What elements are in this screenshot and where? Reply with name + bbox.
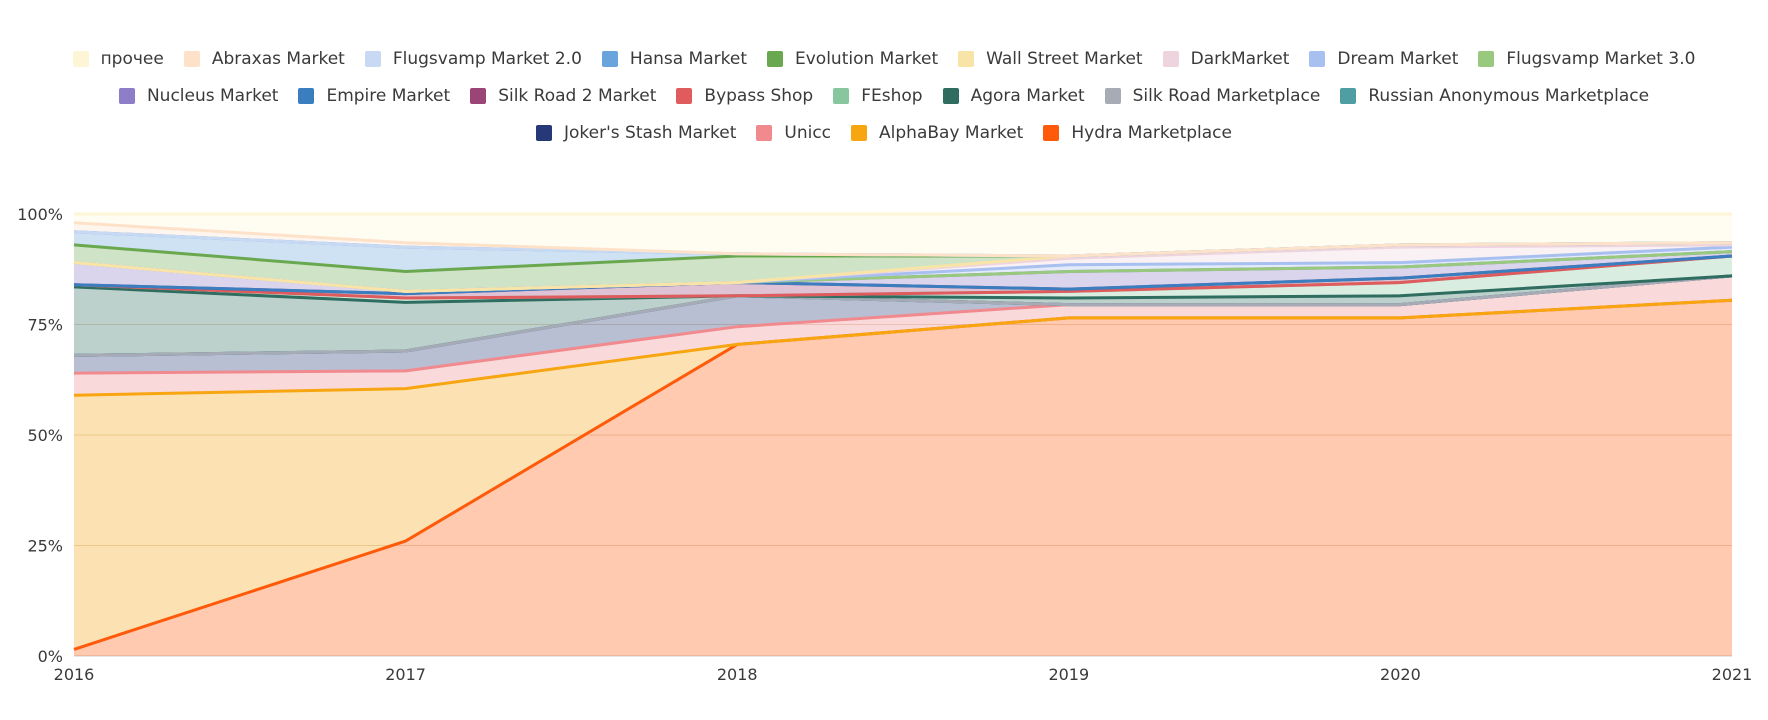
line-empire-market[interactable] — [73, 254, 1733, 296]
legend-label: Evolution Market — [795, 49, 939, 69]
legend-swatch — [470, 88, 487, 104]
y-tick-label: 25% — [27, 537, 63, 556]
x-tick-label: 2020 — [1380, 665, 1421, 684]
area-feshop[interactable] — [74, 256, 1732, 303]
area-silk-road-2-market[interactable] — [74, 256, 1732, 298]
x-axis-ticks: 2016 2017 2018 2019 2020 2021 — [54, 665, 1753, 684]
y-tick-label: 75% — [27, 316, 63, 335]
legend-label: FEshop — [861, 86, 923, 106]
area-evolution-market[interactable] — [74, 242, 1732, 292]
legend-swatch — [364, 51, 381, 67]
area-layers — [74, 214, 1732, 656]
line-abraxas-market[interactable] — [73, 221, 1733, 258]
y-tick-label: 100% — [17, 205, 63, 224]
legend-swatch — [851, 125, 868, 141]
legend-label: Empire Market — [326, 86, 451, 106]
line-bypass-shop[interactable] — [73, 254, 1733, 300]
area-alphabay-market[interactable] — [74, 300, 1732, 650]
legend-label: Flugsvamp Market 3.0 — [1506, 49, 1696, 69]
legend-swatch — [1478, 51, 1495, 67]
x-tick-label: 2021 — [1712, 665, 1753, 684]
legend-swatch — [942, 88, 959, 104]
legend-swatch — [1162, 51, 1179, 67]
x-tick-label: 2016 — [54, 665, 95, 684]
legend-label: Russian Anonymous Marketplace — [1368, 86, 1650, 106]
legend-label: Agora Market — [970, 86, 1085, 106]
legend-label: Abraxas Market — [211, 49, 345, 69]
area-agora-market[interactable] — [74, 275, 1732, 356]
legend-swatch — [1043, 125, 1060, 141]
legend-label: AlphaBay Market — [879, 123, 1024, 143]
area-hansa-market[interactable] — [74, 231, 1732, 272]
legend-label: DarkMarket — [1190, 49, 1290, 69]
legend-swatch — [958, 51, 975, 67]
y-tick-label: 0% — [38, 647, 63, 666]
y-axis-ticks: 0% 25% 50% 75% 100% — [17, 205, 63, 666]
legend-label: Wall Street Market — [986, 49, 1143, 69]
area-joker-s-stash-market[interactable] — [74, 275, 1732, 374]
legend-label: Hansa Market — [629, 49, 747, 69]
legend-label: Silk Road Marketplace — [1132, 86, 1321, 106]
legend-label: Dream Market — [1337, 49, 1459, 69]
series-lines — [73, 212, 1733, 651]
legend-swatch — [298, 88, 315, 104]
legend-swatch — [183, 51, 200, 67]
legend-swatch — [1340, 88, 1357, 104]
legend-swatch — [72, 51, 89, 67]
legend-label: Joker's Stash Market — [564, 123, 737, 143]
legend-swatch — [1309, 51, 1326, 67]
legend-swatch — [601, 51, 618, 67]
y-tick-label: 50% — [27, 426, 63, 445]
legend-swatch — [1104, 88, 1121, 104]
area-darkmarket[interactable] — [74, 244, 1732, 292]
line-agora-market[interactable] — [73, 274, 1733, 304]
legend-label: Hydra Marketplace — [1071, 123, 1232, 143]
legend-label: Unicc — [784, 123, 832, 143]
line-alphabay-market[interactable] — [73, 298, 1733, 397]
legend-swatch — [767, 51, 783, 67]
area-hydra-marketplace[interactable] — [74, 300, 1732, 656]
legend-label: Flugsvamp Market 2.0 — [392, 49, 582, 69]
legend-swatch — [676, 88, 693, 104]
x-tick-label: 2017 — [385, 665, 426, 684]
line-silk-road-marketplace[interactable] — [73, 274, 1733, 357]
legend-swatch — [756, 125, 773, 141]
area-прочее[interactable] — [74, 214, 1732, 256]
legend-label: Bypass Shop — [704, 86, 814, 106]
legend-label: Nucleus Market — [146, 86, 279, 106]
legend-label: прочее — [100, 49, 164, 69]
x-tick-label: 2018 — [717, 665, 758, 684]
legend-swatch — [118, 88, 135, 104]
x-tick-label: 2019 — [1048, 665, 1089, 684]
legend-swatch — [833, 88, 850, 104]
legend-label: Silk Road 2 Market — [498, 86, 657, 106]
legend-swatch — [536, 125, 552, 141]
